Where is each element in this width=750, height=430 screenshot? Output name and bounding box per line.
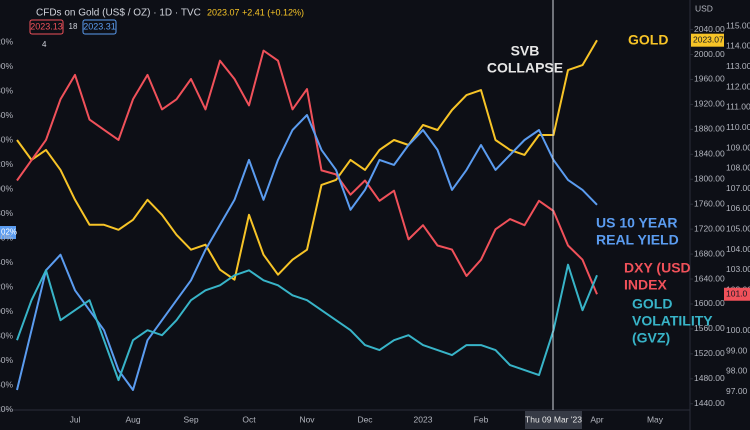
y-tick-label: 1680.00 <box>694 248 725 258</box>
left-marker: 02% <box>1 228 17 237</box>
left-tick-label: 80% <box>0 208 13 218</box>
annotation: (GVZ) <box>632 330 670 346</box>
y2-tick-label: 103.00 <box>726 264 750 274</box>
y2-tick-label: 111.00 <box>726 102 750 112</box>
y2-tick-label: 105.00 <box>726 224 750 234</box>
annotation: COLLAPSE <box>487 60 563 76</box>
annotation: REAL YIELD <box>596 232 679 248</box>
x-tick-label: May <box>647 414 664 424</box>
y-tick-label: 2040.00 <box>694 24 725 34</box>
symbol: CFDs on Gold (US$ / OZ) · 1D · TVC <box>36 8 201 19</box>
indicator-count[interactable]: 4 <box>42 40 47 49</box>
y-tick-label: 1440.00 <box>694 398 725 408</box>
bid[interactable]: 2023.13 <box>30 21 63 31</box>
left-tick-label: 60% <box>0 232 13 242</box>
plot <box>16 39 598 391</box>
x-tick-label: Sep <box>183 414 198 424</box>
y2-tick-label: 110.00 <box>726 122 750 132</box>
annotation: US 10 YEAR <box>596 215 677 231</box>
left-tick-label: 20% <box>0 36 13 46</box>
ask-box[interactable] <box>82 19 117 35</box>
y-tick-label: 1960.00 <box>694 74 725 84</box>
x-tick-label: Dec <box>357 414 373 424</box>
price-label: 101.0 <box>726 288 748 298</box>
change: +2.41 (+0.12%) <box>242 7 304 17</box>
left-tick-label: 00% <box>0 183 13 193</box>
left-tick-label: 00% <box>0 61 13 71</box>
y2-tick-label: 113.00 <box>726 61 750 71</box>
y-tick-label: 1720.00 <box>694 223 725 233</box>
left-tick-label: 00% <box>0 306 13 316</box>
annotation: DXY (USD <box>624 260 691 276</box>
y-tick-label: 1800.00 <box>694 174 725 184</box>
x-tick-label: 2023 <box>414 414 433 424</box>
price-label: 2023.07 <box>693 34 724 44</box>
left-tick-label: 60% <box>0 355 13 365</box>
y2-tick-label: 114.00 <box>726 41 750 51</box>
y2-tick-label: 107.00 <box>726 183 750 193</box>
left-marker-box <box>0 226 16 239</box>
spread: 18 <box>69 22 78 31</box>
left-tick-label: 40% <box>0 379 13 389</box>
x-tick-label: Feb <box>474 414 489 424</box>
y-tick-label: 1480.00 <box>694 373 725 383</box>
series-line <box>16 114 598 391</box>
left-tick-label: 80% <box>0 330 13 340</box>
x-tick-label: Jul <box>70 414 81 424</box>
y-tick-label: 1600.00 <box>694 298 725 308</box>
y2-tick-label: 109.00 <box>726 142 750 152</box>
y2-tick-label: 100.00 <box>726 325 750 335</box>
left-tick-label: 20% <box>0 159 13 169</box>
annotation: SVB <box>511 43 540 59</box>
left-tick-label: 60% <box>0 110 13 120</box>
crosshair-label: Thu 09 Mar '23 <box>525 414 582 424</box>
series-line <box>16 263 598 382</box>
ask[interactable]: 2023.31 <box>83 21 116 31</box>
left-tick-label: 20% <box>0 281 13 291</box>
x-tick-label: Aug <box>125 414 140 424</box>
y2-tick-label: 115.00 <box>726 20 750 30</box>
left-tick-label: 40% <box>0 134 13 144</box>
left-tick-label: 80% <box>0 85 13 95</box>
y-tick-label: 1520.00 <box>694 348 725 358</box>
series-line <box>16 49 598 295</box>
y2-tick-label: 97.00 <box>726 386 748 396</box>
x-tick-label: Apr <box>590 414 603 424</box>
y-tick-label: 1880.00 <box>694 124 725 134</box>
x-tick-label: Nov <box>299 414 315 424</box>
y-tick-label: 1560.00 <box>694 323 725 333</box>
y2-tick-label: 106.00 <box>726 203 750 213</box>
crosshair-label-box <box>525 411 582 429</box>
annotation: GOLD <box>632 296 672 312</box>
y-tick-label: 2000.00 <box>694 49 725 59</box>
y2-tick-label: 112.00 <box>726 81 750 91</box>
left-tick-label: 40% <box>0 257 13 267</box>
annotation: GOLD <box>628 32 668 48</box>
y-tick-label: 1760.00 <box>694 198 725 208</box>
left-tick-label: 20% <box>0 404 13 414</box>
y2-tick-label: 104.00 <box>726 244 750 254</box>
annotation: VOLATILITY <box>632 313 713 329</box>
y2-tick-label: 98.00 <box>726 366 748 376</box>
y-tick-label: 1840.00 <box>694 149 725 159</box>
x-tick-label: Oct <box>242 414 256 424</box>
series-line <box>16 39 598 281</box>
y2-tick-label: 99.00 <box>726 345 748 355</box>
y-tick-label: 1920.00 <box>694 99 725 109</box>
y2-tick-label: 108.00 <box>726 163 750 173</box>
price: 2023.07 <box>207 7 240 17</box>
currency: USD <box>695 3 713 13</box>
y-tick-label: 1640.00 <box>694 273 725 283</box>
annotation: INDEX <box>624 277 667 293</box>
price-label-box <box>724 287 750 301</box>
bid-box[interactable] <box>29 19 64 35</box>
price-label-box <box>691 33 724 47</box>
